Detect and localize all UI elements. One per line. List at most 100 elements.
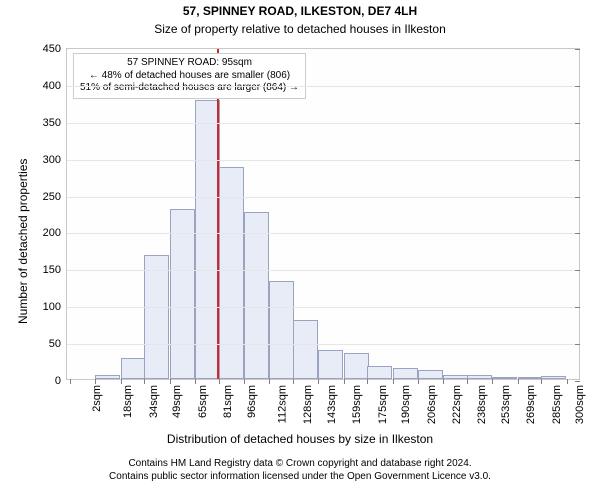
y-tick-mark xyxy=(575,381,580,382)
x-tick-label: 112sqm xyxy=(276,385,288,423)
y-tick-label: 350 xyxy=(43,117,67,129)
y-tick-mark xyxy=(575,233,580,234)
histogram-bar xyxy=(344,353,369,379)
histogram-bar xyxy=(318,350,343,380)
annotation-line-2: ← 48% of detached houses are smaller (80… xyxy=(80,70,299,83)
x-tick-label: 81sqm xyxy=(222,385,234,418)
histogram-bar xyxy=(269,281,294,379)
y-tick-label: 400 xyxy=(43,80,67,92)
x-tick-label: 18sqm xyxy=(122,385,134,418)
annotation-box: 57 SPINNEY ROAD: 95sqm ← 48% of detached… xyxy=(73,53,306,99)
x-tick-mark xyxy=(567,379,568,384)
histogram-bar xyxy=(244,212,269,379)
x-tick-mark xyxy=(269,379,270,384)
x-tick-label: 34sqm xyxy=(148,385,160,418)
histogram-bar xyxy=(95,375,120,379)
annotation-line-1: 57 SPINNEY ROAD: 95sqm xyxy=(80,57,299,70)
x-tick-mark xyxy=(393,379,394,384)
histogram-bar xyxy=(393,368,418,379)
y-tick-mark xyxy=(575,160,580,161)
y-tick-mark xyxy=(575,197,580,198)
x-tick-mark xyxy=(367,379,368,384)
histogram-bar xyxy=(367,366,392,379)
y-tick-label: 300 xyxy=(43,154,67,166)
histogram-bar xyxy=(418,370,443,379)
chart-title: 57, SPINNEY ROAD, ILKESTON, DE7 4LH xyxy=(0,4,600,18)
x-tick-mark xyxy=(467,379,468,384)
gridline xyxy=(67,270,579,271)
gridline xyxy=(67,344,579,345)
gridline xyxy=(67,160,579,161)
y-tick-mark xyxy=(575,307,580,308)
x-tick-mark xyxy=(318,379,319,384)
x-tick-mark xyxy=(70,379,71,384)
x-tick-mark xyxy=(195,379,196,384)
x-tick-mark xyxy=(443,379,444,384)
histogram-bar xyxy=(144,255,169,379)
x-tick-mark xyxy=(492,379,493,384)
figure-container: 57, SPINNEY ROAD, ILKESTON, DE7 4LH Size… xyxy=(0,0,600,500)
bars-layer xyxy=(67,49,579,379)
y-tick-label: 100 xyxy=(43,301,67,313)
x-tick-label: 222sqm xyxy=(451,385,463,424)
histogram-bar xyxy=(195,100,220,379)
x-tick-label: 253sqm xyxy=(500,385,512,424)
x-tick-label: 300sqm xyxy=(575,385,587,424)
y-tick-mark xyxy=(575,344,580,345)
plot-area: 57 SPINNEY ROAD: 95sqm ← 48% of detached… xyxy=(66,48,580,380)
x-tick-mark xyxy=(95,379,96,384)
histogram-bar xyxy=(492,377,517,379)
gridline xyxy=(67,197,579,198)
x-tick-label: 175sqm xyxy=(377,385,389,424)
y-tick-mark xyxy=(575,123,580,124)
x-tick-mark xyxy=(518,379,519,384)
y-tick-label: 200 xyxy=(43,227,67,239)
x-tick-label: 285sqm xyxy=(551,385,563,424)
gridline xyxy=(67,86,579,87)
histogram-bar xyxy=(443,375,468,379)
x-tick-label: 2sqm xyxy=(91,385,103,412)
x-tick-mark xyxy=(541,379,542,384)
x-tick-label: 143sqm xyxy=(326,385,338,424)
y-tick-label: 450 xyxy=(43,43,67,55)
chart-subtitle: Size of property relative to detached ho… xyxy=(0,22,600,36)
x-tick-label: 190sqm xyxy=(401,385,413,424)
histogram-bar xyxy=(170,209,195,379)
x-tick-mark xyxy=(244,379,245,384)
y-tick-label: 250 xyxy=(43,191,67,203)
marker-line xyxy=(217,49,219,379)
gridline xyxy=(67,233,579,234)
y-tick-mark xyxy=(575,86,580,87)
x-tick-mark xyxy=(219,379,220,384)
gridline xyxy=(67,307,579,308)
y-tick-label: 50 xyxy=(49,338,67,350)
x-tick-mark xyxy=(418,379,419,384)
histogram-bar xyxy=(518,377,543,379)
y-tick-mark xyxy=(575,270,580,271)
footer-line-1: Contains HM Land Registry data © Crown c… xyxy=(0,458,600,471)
histogram-bar xyxy=(121,358,146,379)
y-tick-mark xyxy=(575,49,580,50)
x-tick-label: 159sqm xyxy=(352,385,364,424)
footer-line-2: Contains public sector information licen… xyxy=(0,471,600,484)
footer-attribution: Contains HM Land Registry data © Crown c… xyxy=(0,458,600,483)
x-tick-label: 206sqm xyxy=(426,385,438,424)
x-tick-label: 128sqm xyxy=(303,385,315,424)
x-tick-mark xyxy=(170,379,171,384)
x-tick-mark xyxy=(144,379,145,384)
y-tick-label: 0 xyxy=(55,375,67,387)
x-tick-label: 238sqm xyxy=(477,385,489,424)
x-axis-label: Distribution of detached houses by size … xyxy=(0,432,600,446)
y-tick-label: 150 xyxy=(43,264,67,276)
x-tick-label: 269sqm xyxy=(526,385,538,424)
x-tick-mark xyxy=(293,379,294,384)
x-tick-label: 96sqm xyxy=(246,385,258,418)
x-tick-mark xyxy=(344,379,345,384)
histogram-bar xyxy=(467,375,492,379)
x-tick-label: 65sqm xyxy=(197,385,209,418)
annotation-line-3: 51% of semi-detached houses are larger (… xyxy=(80,82,299,95)
x-tick-mark xyxy=(121,379,122,384)
histogram-bar xyxy=(219,167,244,379)
histogram-bar xyxy=(541,376,566,379)
y-axis-label: Number of detached properties xyxy=(16,159,30,324)
